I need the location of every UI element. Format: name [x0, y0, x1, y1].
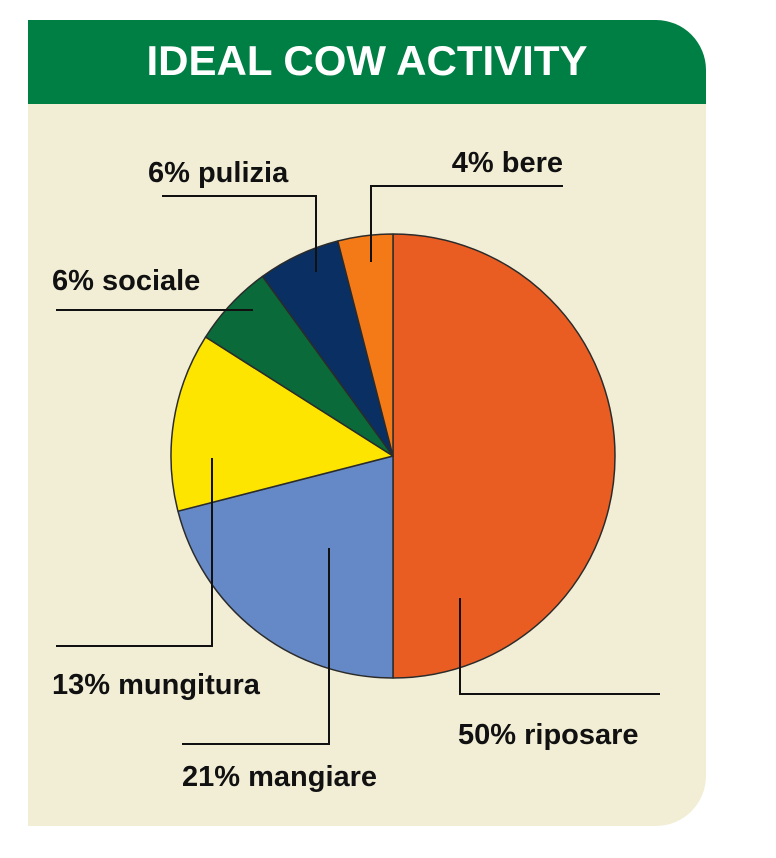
slice-label-pulizia: 6% pulizia — [148, 157, 289, 189]
slice-label-mungitura: 13% mungitura — [52, 669, 261, 701]
slice-labels: 50% riposare 21% mangiare 13% mungitura 6% … — [52, 147, 639, 793]
leader-line-bere — [370, 185, 563, 262]
pie-slice-bere — [337, 233, 394, 457]
chart-title: IDEAL COW ACTIVITY — [147, 37, 588, 84]
leader-line-mungitura — [56, 458, 213, 647]
slice-label-riposare: 50% riposare — [458, 719, 639, 751]
leader-line-pulizia — [162, 195, 317, 272]
leader-lines — [56, 185, 660, 745]
pie-slice-mungitura — [170, 336, 394, 512]
pie-slice-riposare — [392, 233, 616, 679]
slice-label-bere: 4% bere — [452, 147, 563, 179]
title-banner — [28, 20, 706, 104]
slice-label-sociale: 6% sociale — [52, 265, 200, 297]
leader-line-riposare — [459, 598, 660, 695]
pie-slice-mangiare — [177, 455, 394, 679]
leader-line-mangiare — [182, 548, 330, 745]
pie-slices — [170, 233, 616, 679]
slice-label-mangiare: 21% mangiare — [182, 761, 377, 793]
